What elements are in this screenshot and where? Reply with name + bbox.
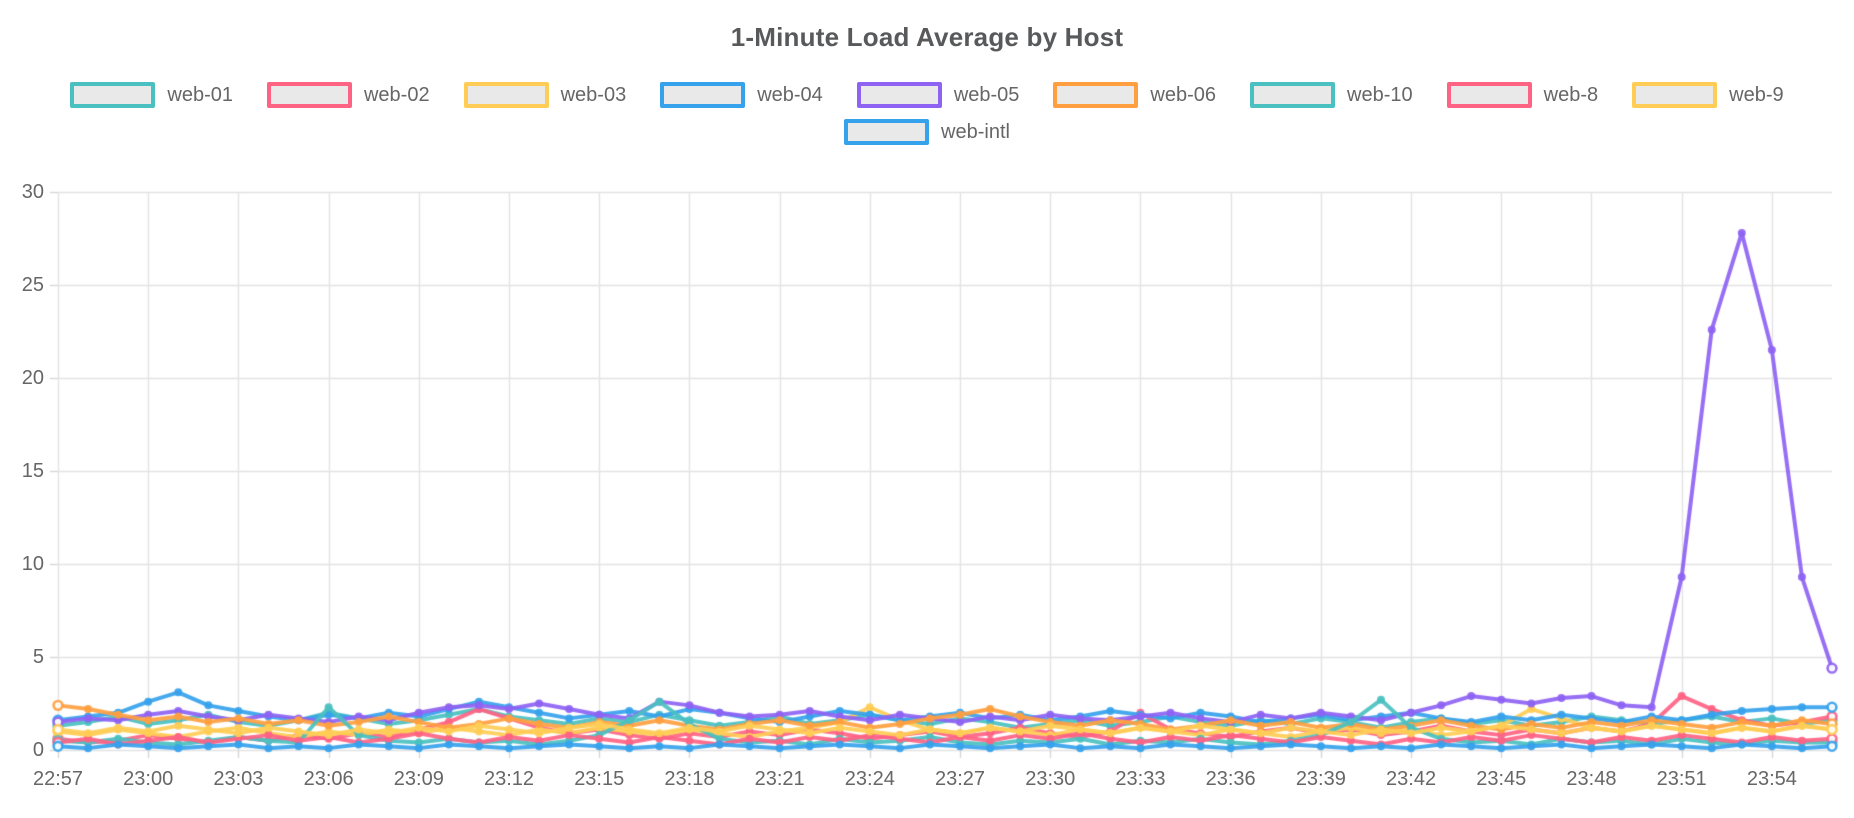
x-axis-tick-label: 23:24 xyxy=(844,768,895,790)
legend-label: web-02 xyxy=(363,83,430,106)
legend-swatch-icon xyxy=(1053,82,1139,108)
legend-swatch-icon xyxy=(1632,82,1718,108)
legend-label: web-06 xyxy=(1150,83,1217,106)
legend-label: web-9 xyxy=(1729,83,1784,106)
y-axis-tick-label: 30 xyxy=(21,181,44,203)
x-axis-tick-label: 23:48 xyxy=(1566,768,1617,790)
x-axis-tick-label: 23:15 xyxy=(574,768,625,790)
legend-item-web-intl[interactable]: web-intl xyxy=(844,119,1010,145)
legend-item-web-06[interactable]: web-06 xyxy=(1053,82,1216,108)
x-axis-tick-label: 23:33 xyxy=(1115,768,1166,790)
legend-swatch-icon xyxy=(70,82,156,108)
x-axis-tick-label: 23:45 xyxy=(1476,768,1527,790)
legend-swatch-icon xyxy=(844,119,930,145)
legend-label: web-01 xyxy=(167,83,233,106)
chart-legend: web-01 web-02 web-03 web-04 web-05 web-06 web-… xyxy=(0,82,1854,145)
legend-item-web-04[interactable]: web-04 xyxy=(660,82,823,108)
legend-item-web-8[interactable]: web-8 xyxy=(1446,82,1599,108)
legend-swatch-icon xyxy=(1250,82,1336,108)
x-axis-tick-label: 23:03 xyxy=(213,768,264,790)
legend-swatch-icon xyxy=(856,82,942,108)
legend-swatch-icon xyxy=(266,82,352,108)
x-axis-tick-label: 23:54 xyxy=(1746,768,1797,790)
legend-item-web-02[interactable]: web-02 xyxy=(266,82,430,108)
x-axis-tick-label: 23:30 xyxy=(1025,768,1076,790)
x-axis-tick-label: 23:00 xyxy=(123,768,174,790)
legend-label: web-05 xyxy=(953,83,1020,106)
legend-label: web-intl xyxy=(941,120,1010,143)
legend-item-web-03[interactable]: web-03 xyxy=(463,82,627,108)
y-axis-tick-label: 25 xyxy=(21,274,44,296)
legend-item-web-9[interactable]: web-9 xyxy=(1632,82,1784,108)
x-axis-tick-label: 23:42 xyxy=(1386,768,1437,790)
legend-item-web-10[interactable]: web-10 xyxy=(1250,82,1413,108)
y-axis-tick-label: 15 xyxy=(21,460,44,482)
x-axis-tick-label: 22:57 xyxy=(32,768,84,790)
y-axis-tick-label: 5 xyxy=(32,646,44,668)
x-axis-tick-label: 23:27 xyxy=(935,768,986,790)
legend-item-web-01[interactable]: web-01 xyxy=(70,82,233,108)
x-axis-tick-label: 23:06 xyxy=(303,768,354,790)
x-axis-tick-label: 23:18 xyxy=(664,768,715,790)
chart-title: 1-Minute Load Average by Host xyxy=(730,22,1124,52)
legend-label: web-04 xyxy=(757,83,823,106)
y-axis-tick-label: 0 xyxy=(32,739,44,761)
x-axis-tick-label: 23:36 xyxy=(1205,768,1256,790)
x-axis-tick-label: 23:51 xyxy=(1656,768,1707,790)
x-axis-tick-label: 23:39 xyxy=(1295,768,1346,790)
legend-swatch-icon xyxy=(660,82,746,108)
y-axis-tick-label: 20 xyxy=(21,367,44,389)
x-axis-tick-label: 23:12 xyxy=(483,768,535,790)
legend-label: web-10 xyxy=(1347,83,1413,106)
x-axis-tick-label: 23:21 xyxy=(754,768,805,790)
y-axis-tick-label: 10 xyxy=(21,553,44,575)
x-axis-tick-label: 23:09 xyxy=(393,768,444,790)
legend-swatch-icon xyxy=(463,82,549,108)
legend-label: web-8 xyxy=(1543,83,1599,106)
legend-item-web-05[interactable]: web-05 xyxy=(856,82,1020,108)
legend-label: web-03 xyxy=(560,83,627,106)
legend-swatch-icon xyxy=(1446,82,1532,108)
